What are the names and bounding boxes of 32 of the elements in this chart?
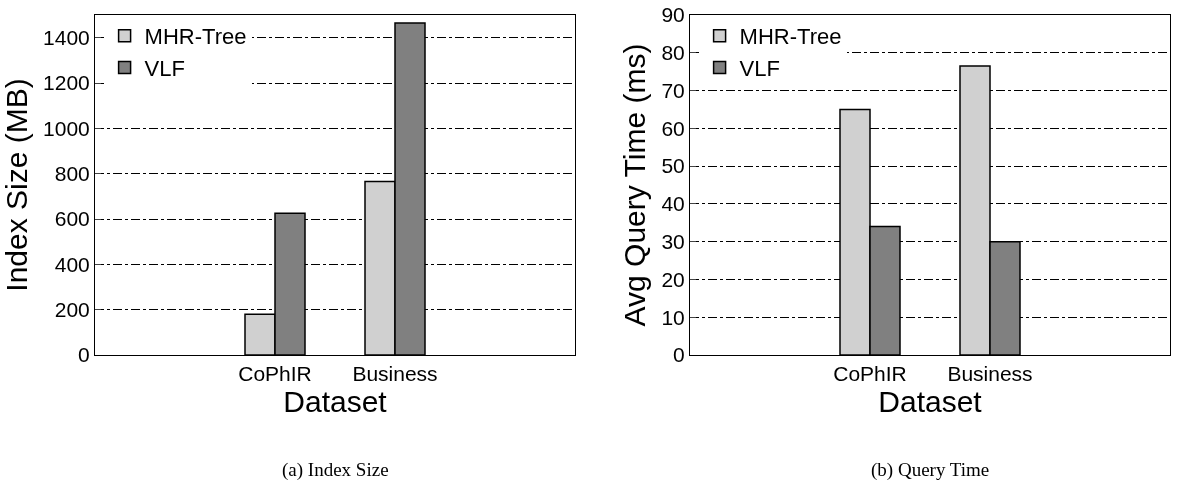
y-tick-label: 30	[661, 230, 685, 254]
text: (a) Index Size	[282, 459, 389, 480]
y-tick-label: 1400	[43, 26, 90, 50]
x-tick-label: Business	[352, 362, 438, 386]
y-tick-label: 50	[661, 154, 685, 178]
y-tick-label: 0	[673, 343, 685, 367]
legend-label: MHR-Tree	[144, 24, 247, 50]
x-tick-label: Business	[947, 362, 1033, 386]
y-tick-label: 1000	[43, 116, 90, 140]
y-tick-label: 70	[661, 78, 685, 102]
legend-label: MHR-Tree	[739, 24, 842, 50]
y-axis-title: Avg Query Time (ms)	[618, 43, 652, 327]
x-axis-title: Dataset	[283, 385, 388, 419]
y-tick-label: 600	[54, 207, 90, 231]
y-tick-label: 90	[661, 3, 685, 27]
x-tick-label: CoPhIR	[833, 362, 907, 386]
y-tick-label: 400	[54, 252, 90, 276]
y-tick-label: 0	[78, 343, 90, 367]
y-tick-label: 1200	[43, 71, 90, 95]
y-axis-title: Index Size (MB)	[0, 78, 34, 292]
y-tick-label: 60	[661, 116, 685, 140]
legend-label: VLF	[144, 55, 185, 81]
y-tick-label: 20	[661, 267, 685, 291]
y-tick-label: 800	[54, 162, 90, 186]
x-tick-label: CoPhIR	[238, 362, 312, 386]
legend-label: VLF	[739, 55, 780, 81]
y-tick-label: 200	[54, 298, 90, 322]
y-tick-label: 10	[661, 305, 685, 329]
text: (b) Query Time	[871, 459, 990, 480]
x-axis-title: Dataset	[878, 385, 983, 419]
y-tick-label: 40	[661, 192, 685, 216]
y-tick-label: 80	[661, 41, 685, 65]
